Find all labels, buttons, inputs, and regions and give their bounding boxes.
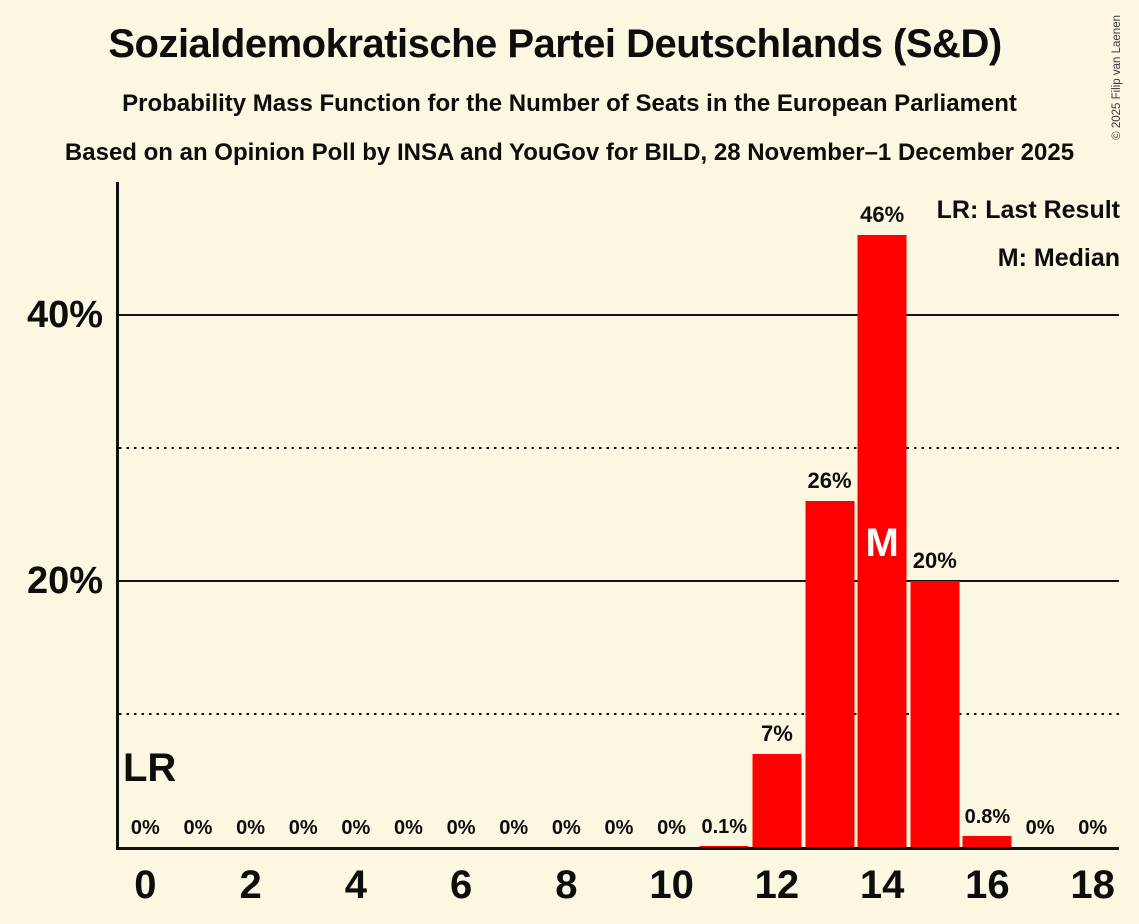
chart-subtitle: Probability Mass Function for the Number… (122, 90, 1017, 117)
plot-area: 0% 0% 0% 0% 0% 0% 0% 0% 0% 0% 0% 0.1% 7% 26% 46% M 20% 0.… (116, 182, 1119, 850)
legend-last-result: LR: Last Result (936, 196, 1120, 224)
bar-value-label-6: 0% (446, 817, 476, 839)
y-tick-label-20: 20% (26, 560, 103, 602)
seat-slot-3: 0% (277, 182, 330, 847)
gridline-20pct (119, 580, 1119, 582)
seat-slot-4: 0% (330, 182, 383, 847)
x-tick-label-10: 10 (649, 863, 694, 907)
seat-slot-14: 46% M (856, 182, 909, 847)
bar-seat-14 (857, 235, 907, 847)
x-tick-label-2: 2 (239, 863, 262, 907)
bar-value-label-11: 0.1% (701, 815, 748, 838)
bar-seat-11 (699, 845, 749, 847)
bar-value-label-4: 0% (341, 817, 371, 839)
seat-slot-13: 26% (803, 182, 856, 847)
seat-slot-10: 0% (645, 182, 698, 847)
x-tick-label-8: 8 (555, 863, 578, 907)
bar-seat-15 (910, 581, 960, 847)
seat-slot-16: 0.8% (961, 182, 1014, 847)
bar-seat-16 (962, 836, 1012, 847)
chart-source-line: Based on an Opinion Poll by INSA and You… (64, 139, 1075, 166)
seat-slot-7: 0% (487, 182, 540, 847)
x-tick-label-14: 14 (859, 863, 905, 907)
seat-slot-1: 0% (172, 182, 225, 847)
last-result-marker: LR (123, 746, 177, 790)
bar-value-label-1: 0% (183, 817, 213, 839)
x-tick-label-18: 18 (1070, 863, 1115, 907)
bar-value-label-2: 0% (236, 817, 266, 839)
bar-value-label-10: 0% (657, 817, 687, 839)
x-tick-label-4: 4 (344, 863, 367, 907)
gridline-10pct (119, 713, 1119, 715)
seat-slot-8: 0% (540, 182, 593, 847)
x-tick-label-16: 16 (965, 863, 1010, 907)
bar-value-label-12: 7% (760, 720, 793, 746)
seat-slot-17: 0% (1014, 182, 1067, 847)
median-marker: M (865, 521, 899, 565)
seat-slot-9: 0% (593, 182, 646, 847)
seat-slot-15: 20% (908, 182, 961, 847)
bar-value-label-16: 0.8% (964, 806, 1011, 829)
seat-slot-5: 0% (382, 182, 435, 847)
seat-slot-2: 0% (224, 182, 277, 847)
x-tick-label-6: 6 (449, 863, 473, 907)
bar-value-label-18: 0% (1078, 817, 1108, 839)
seat-slot-12: 7% (751, 182, 804, 847)
bar-value-label-9: 0% (604, 817, 634, 839)
bar-value-label-5: 0% (394, 817, 423, 839)
bar-value-label-13: 26% (807, 468, 852, 494)
bar-value-label-0: 0% (130, 817, 160, 839)
page-title: Sozialdemokratische Partei Deutschlands … (108, 22, 1002, 66)
bar-value-label-17: 0% (1025, 817, 1055, 839)
bar-value-label-7: 0% (499, 817, 529, 839)
gridline-30pct (119, 447, 1119, 449)
legend: LR: Last Result M: Median (937, 186, 1120, 282)
seat-slot-18: 0% (1066, 182, 1119, 847)
x-tick-label-12: 12 (754, 863, 800, 907)
bar-value-label-15: 20% (912, 548, 957, 573)
copyright-notice: © 2025 Filip van Laenen (1111, 15, 1123, 140)
legend-median: M: Median (997, 244, 1120, 272)
seat-slot-6: 0% (435, 182, 488, 847)
x-tick-label-0: 0 (134, 863, 157, 907)
bar-value-label-8: 0% (551, 817, 581, 839)
seat-slot-0: 0% (119, 182, 172, 847)
bar-seat-12 (752, 753, 802, 847)
gridline-40pct (119, 314, 1119, 316)
bar-seat-13 (805, 501, 855, 847)
y-tick-label-40: 40% (26, 294, 103, 336)
bar-value-label-3: 0% (288, 817, 318, 839)
bar-value-label-14: 46% (860, 202, 905, 228)
seat-slot-11: 0.1% (698, 182, 751, 847)
